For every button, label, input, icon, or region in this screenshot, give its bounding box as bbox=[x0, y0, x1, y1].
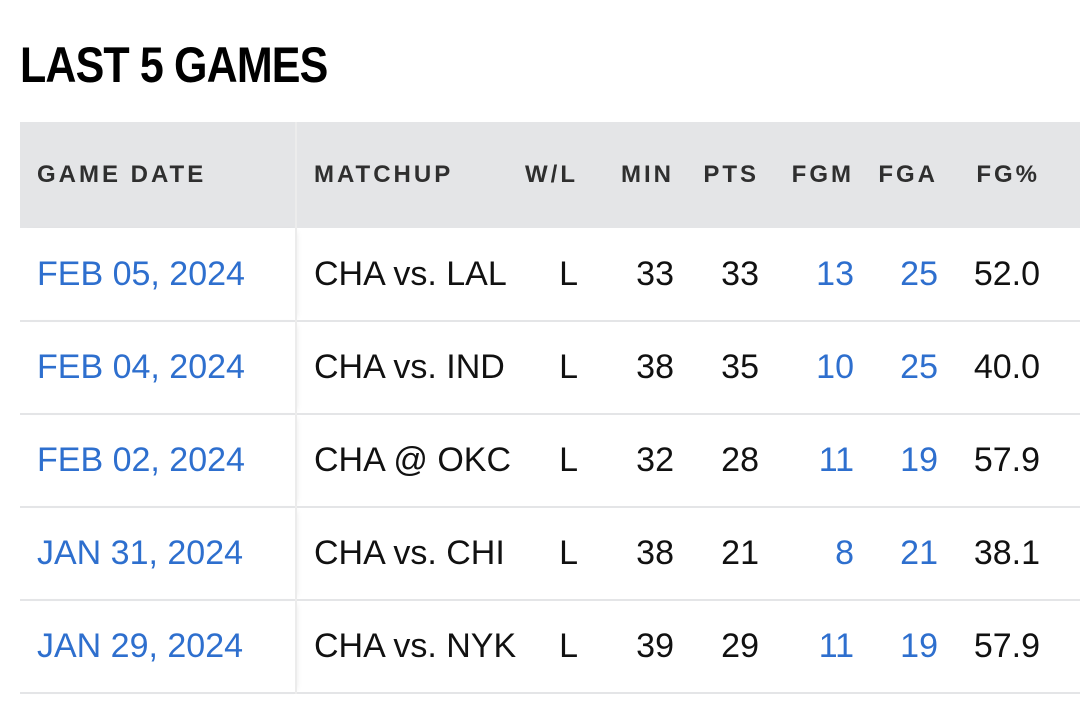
min-cell: 39 bbox=[636, 627, 674, 665]
table-row: JAN 29, 2024 CHA vs. NYK L 39 29 11 19 5… bbox=[20, 600, 1080, 693]
fgm-link[interactable]: 8 bbox=[835, 534, 854, 572]
wl-cell: L bbox=[559, 534, 578, 572]
column-header-wl[interactable]: W/L bbox=[525, 161, 578, 188]
game-date-link[interactable]: JAN 29, 2024 bbox=[20, 600, 297, 693]
fg-pct-cell: 38.1 bbox=[973, 534, 1040, 572]
fgm-link[interactable]: 11 bbox=[818, 627, 854, 665]
matchup-cell: CHA vs. NYK bbox=[314, 627, 517, 665]
min-cell: 38 bbox=[636, 348, 674, 386]
column-header-pts[interactable]: PTS bbox=[703, 161, 759, 188]
min-cell: 33 bbox=[636, 254, 674, 293]
pts-cell: 28 bbox=[721, 441, 759, 479]
table-row: FEB 05, 2024 CHA vs. LAL L 33 33 13 25 5… bbox=[20, 228, 1080, 321]
column-header-min[interactable]: MIN bbox=[621, 161, 674, 188]
matchup-cell: CHA @ OKC bbox=[314, 441, 511, 479]
column-header-fg-pct[interactable]: FG% bbox=[976, 161, 1040, 188]
fg-pct-cell: 57.9 bbox=[973, 441, 1040, 479]
column-header-fga[interactable]: FGA bbox=[878, 161, 938, 188]
last-5-games-table-container: GAME DATE MATCHUP W/L MIN PTS FGM FGA FG… bbox=[20, 122, 1080, 694]
column-header-matchup[interactable]: MATCHUP bbox=[314, 161, 454, 188]
column-header-fgm[interactable]: FGM bbox=[791, 161, 854, 188]
pts-cell: 33 bbox=[721, 254, 759, 293]
wl-cell: L bbox=[559, 254, 578, 293]
page-title: LAST 5 GAMES bbox=[20, 37, 328, 93]
wl-cell: L bbox=[559, 441, 578, 479]
min-cell: 38 bbox=[636, 534, 674, 572]
game-date-link[interactable]: JAN 31, 2024 bbox=[20, 507, 297, 600]
matchup-cell: CHA vs. IND bbox=[314, 348, 505, 386]
matchup-cell: CHA vs. CHI bbox=[314, 534, 505, 572]
fga-link[interactable]: 21 bbox=[900, 534, 938, 572]
pts-cell: 21 bbox=[721, 534, 759, 572]
column-header-game-date[interactable]: GAME DATE bbox=[20, 122, 297, 228]
game-date-link[interactable]: FEB 04, 2024 bbox=[20, 321, 297, 414]
fga-link[interactable]: 19 bbox=[900, 627, 938, 665]
fg-pct-cell: 57.9 bbox=[973, 627, 1040, 665]
game-date-link[interactable]: FEB 02, 2024 bbox=[20, 414, 297, 507]
table-header: GAME DATE MATCHUP W/L MIN PTS FGM FGA FG… bbox=[20, 122, 1080, 228]
wl-cell: L bbox=[559, 348, 578, 386]
table-row: FEB 02, 2024 CHA @ OKC L 32 28 11 19 57.… bbox=[20, 414, 1080, 507]
fga-link[interactable]: 25 bbox=[900, 348, 938, 386]
table-header-row: GAME DATE MATCHUP W/L MIN PTS FGM FGA FG… bbox=[20, 122, 1080, 228]
fg-pct-cell: 40.0 bbox=[973, 348, 1040, 386]
table-row: FEB 04, 2024 CHA vs. IND L 38 35 10 25 4… bbox=[20, 321, 1080, 414]
fga-link[interactable]: 25 bbox=[900, 254, 938, 293]
fgm-link[interactable]: 13 bbox=[816, 254, 854, 293]
last-5-games-table: GAME DATE MATCHUP W/L MIN PTS FGM FGA FG… bbox=[20, 122, 1080, 694]
fg-pct-cell: 52.0 bbox=[973, 254, 1040, 293]
fga-link[interactable]: 19 bbox=[900, 441, 938, 479]
table-body: FEB 05, 2024 CHA vs. LAL L 33 33 13 25 5… bbox=[20, 228, 1080, 693]
wl-cell: L bbox=[559, 627, 578, 665]
fgm-link[interactable]: 10 bbox=[816, 348, 854, 386]
min-cell: 32 bbox=[636, 441, 674, 479]
pts-cell: 29 bbox=[721, 627, 759, 665]
fgm-link[interactable]: 11 bbox=[818, 441, 854, 479]
pts-cell: 35 bbox=[721, 348, 759, 386]
matchup-cell: CHA vs. LAL bbox=[314, 254, 507, 293]
table-row: JAN 31, 2024 CHA vs. CHI L 38 21 8 21 38… bbox=[20, 507, 1080, 600]
game-date-link[interactable]: FEB 05, 2024 bbox=[20, 228, 297, 321]
